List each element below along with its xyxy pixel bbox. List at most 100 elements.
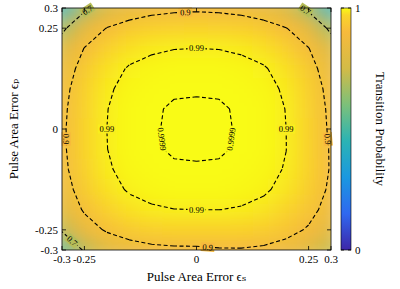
contour-label-bg [188, 205, 206, 214]
contour-label: 0.99 [188, 205, 206, 215]
heatmap-cell [163, 219, 186, 240]
heatmap-cell [185, 58, 208, 79]
heatmap-cell [118, 119, 141, 140]
plot-frame [62, 8, 331, 250]
x-axis-label: Pulse Area Error ϵₛ [147, 269, 247, 284]
heatmap-cell [163, 98, 186, 119]
contour-label-text: 0.7 [65, 234, 80, 249]
heatmap-cell [118, 139, 141, 160]
x-tick-label: 0.3 [324, 253, 338, 265]
plot-area [62, 8, 331, 250]
heatmap-cell [62, 159, 74, 180]
y-tick-label: -0.25 [35, 224, 58, 236]
heatmap-cell [118, 8, 141, 18]
contour-label: 0.9999 [155, 125, 169, 153]
contour-label-bg [297, 3, 313, 18]
contour-label-bg [79, 3, 95, 18]
heatmap-cell [252, 18, 275, 39]
heatmap-cell [275, 219, 298, 240]
heatmap-cell [62, 38, 74, 59]
contour-label: 0.99 [98, 124, 116, 134]
heatmap-cell [207, 78, 230, 99]
contour-line [66, 12, 329, 248]
colorbar-tick [341, 250, 351, 251]
contour-line [107, 48, 286, 209]
contour-label-text: 0.99 [189, 205, 204, 215]
heatmap-cell [73, 58, 96, 79]
contour-label-bg [98, 125, 116, 134]
heatmap-cell [185, 119, 208, 140]
heatmap-cell [163, 179, 186, 200]
contour-label-bg [225, 125, 238, 152]
heatmap-cell [297, 18, 320, 39]
contours [62, 8, 331, 250]
y-tick-label: 0.3 [44, 2, 58, 14]
heatmap-cell [275, 199, 298, 220]
y-tick [62, 229, 331, 230]
y-tick [62, 28, 331, 29]
heatmap-cell [73, 18, 96, 39]
heatmap-cell [230, 78, 253, 99]
heatmap-cell [95, 8, 118, 18]
colorbar-label: Transition Probability [373, 72, 388, 187]
heatmap-cell [297, 58, 320, 79]
heatmap-cell [185, 199, 208, 220]
heatmap-cell [95, 58, 118, 79]
contour-label-text: 0.99 [99, 124, 114, 134]
heatmap-cell [185, 78, 208, 99]
heatmap-cell [230, 38, 253, 59]
heatmap-cell [95, 78, 118, 99]
heatmap-cell [62, 8, 74, 18]
heatmap-cell [252, 8, 275, 18]
heatmap-cell [118, 18, 141, 39]
contour-label: 0.7 [79, 2, 96, 18]
heatmap-cell [207, 179, 230, 200]
heatmap-cell [118, 38, 141, 59]
heatmap-cell [319, 58, 331, 79]
heatmap-cell [297, 199, 320, 220]
heatmap-cell [297, 119, 320, 140]
heatmap-cell [252, 119, 275, 140]
heatmap-cell [297, 159, 320, 180]
heatmap-cell [185, 139, 208, 160]
heatmap-cell [207, 38, 230, 59]
heatmap-cell [319, 179, 331, 200]
x-tick-label: 0 [194, 253, 200, 265]
contour-label: 0.7 [64, 233, 81, 250]
heatmap-cell [118, 159, 141, 180]
heatmap-cell [73, 98, 96, 119]
heatmap-cell [95, 119, 118, 140]
contour-label-text: 0.9 [61, 134, 71, 145]
heatmap-cell [230, 159, 253, 180]
contour-label: 0.99 [277, 124, 295, 134]
heatmap-cell [319, 8, 331, 18]
heatmap-cell [140, 38, 163, 59]
heatmap [62, 8, 331, 250]
heatmap-cell [140, 78, 163, 99]
x-tick [84, 8, 85, 250]
heatmap-cell [207, 159, 230, 180]
contour-label-bg [156, 125, 169, 152]
heatmap-cell [207, 18, 230, 39]
heatmap-cell [140, 159, 163, 180]
heatmap-cell [73, 159, 96, 180]
contour-label-text: 0.9 [202, 242, 213, 253]
y-tick-label: 0 [53, 123, 59, 135]
x-tick [308, 8, 309, 250]
heatmap-cell [163, 78, 186, 99]
x-tick-label: 0.25 [299, 253, 319, 265]
heatmap-cell [275, 38, 298, 59]
heatmap-cell [185, 219, 208, 240]
y-tick [62, 8, 331, 9]
heatmap-cell [252, 240, 275, 250]
heatmap-cell [140, 58, 163, 79]
contour-label: 0.9 [322, 132, 333, 146]
heatmap-cell [275, 58, 298, 79]
heatmap-cell [163, 159, 186, 180]
y-axis-label: Pulse Area Error ϵₚ [6, 79, 21, 179]
contour-labels: 0.70.70.70.90.90.90.90.990.990.990.990.9… [61, 2, 333, 253]
heatmap-cell [297, 219, 320, 240]
heatmap-cell [185, 159, 208, 180]
heatmap-cell [252, 179, 275, 200]
heatmap-cell [297, 98, 320, 119]
